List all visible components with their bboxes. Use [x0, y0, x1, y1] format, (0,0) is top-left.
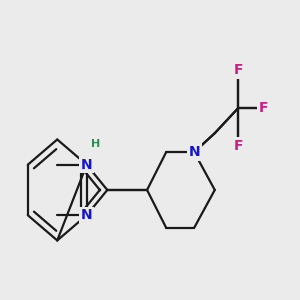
Text: H: H	[91, 139, 100, 149]
Text: N: N	[81, 158, 92, 172]
Text: F: F	[259, 101, 268, 115]
Text: F: F	[234, 139, 243, 153]
Text: N: N	[188, 145, 200, 159]
Text: F: F	[234, 63, 243, 77]
Text: N: N	[81, 208, 92, 222]
